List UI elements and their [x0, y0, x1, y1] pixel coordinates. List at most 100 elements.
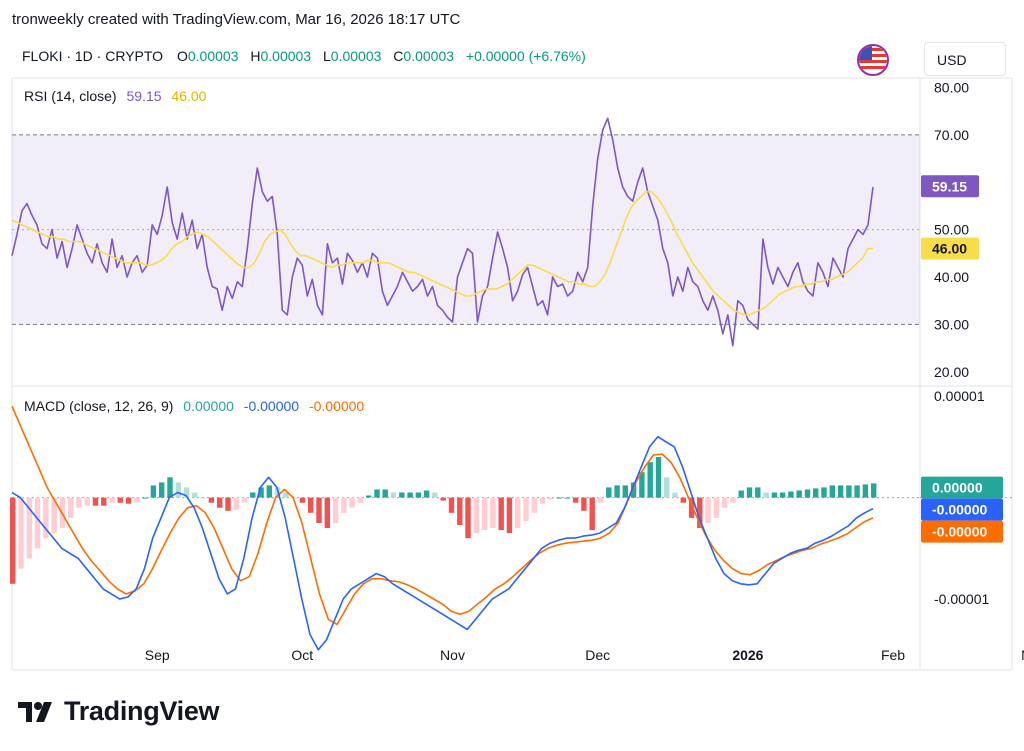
histogram-bar	[76, 497, 82, 508]
histogram-bar	[755, 487, 761, 498]
histogram-bar	[763, 492, 769, 498]
histogram-bar	[573, 497, 579, 503]
histogram-current-label-bg	[921, 476, 1003, 499]
histogram-bar	[779, 492, 786, 498]
histogram-bar	[266, 485, 272, 498]
low-value: 0.00003	[330, 48, 382, 64]
histogram-bar	[730, 497, 736, 503]
us-flag-icon[interactable]	[857, 44, 889, 76]
histogram-bar	[217, 497, 223, 508]
rsi-ma-legend-value: 46.00	[171, 88, 206, 104]
histogram-bar	[399, 492, 405, 498]
histogram-bar	[250, 492, 256, 498]
histogram-bar	[357, 497, 364, 503]
histogram-bar	[134, 497, 140, 503]
histogram-bar	[332, 497, 339, 523]
histogram-bar	[705, 497, 711, 523]
macd-y-tick: 0.00001	[934, 388, 985, 404]
rsi-current-label-text: 59.15	[932, 178, 967, 194]
histogram-bar	[142, 497, 148, 499]
chart-credit: tronweekly created with TradingView.com,…	[12, 11, 461, 28]
histogram-bar	[241, 497, 248, 503]
histogram-bar	[349, 497, 355, 508]
histogram-bar	[473, 497, 479, 534]
histogram-bar	[457, 497, 463, 525]
histogram-bar	[10, 497, 16, 584]
histogram-bar	[423, 490, 430, 498]
currency-selector[interactable]: USD	[924, 42, 1006, 76]
histogram-bar	[84, 497, 90, 506]
macd-legend: MACD (close, 12, 26, 9) 0.00000 -0.00000…	[24, 398, 364, 414]
histogram-bar	[43, 497, 49, 539]
histogram-bar	[771, 492, 778, 498]
histogram-bar	[796, 490, 802, 498]
rsi-pane: 80.00 70.00 50.00 40.00 30.00 20.00 59.15 46.00	[11, 79, 979, 380]
histogram-bar	[432, 492, 438, 498]
histogram-bar	[531, 497, 537, 513]
rsi-ma-current-label-bg	[921, 237, 979, 260]
macd-current-label-bg	[921, 498, 1003, 521]
histogram-bar	[647, 462, 653, 498]
high-label: H	[250, 48, 261, 64]
histogram-bar	[622, 485, 628, 498]
macd-current-label: -0.00000	[921, 498, 1003, 521]
x-tick-label: Dec	[585, 647, 610, 663]
x-tick-label: Nov	[440, 647, 465, 663]
low-label: L	[322, 48, 331, 64]
histogram-bar	[324, 497, 330, 528]
histogram-bar	[746, 487, 753, 498]
signal-legend-value: -0.00000	[309, 398, 364, 414]
histogram-bar	[175, 482, 181, 498]
close-value: 0.00003	[403, 48, 455, 64]
histogram-bar	[854, 485, 860, 498]
macd-legend-value: -0.00000	[244, 398, 299, 414]
histogram-bar	[846, 485, 852, 498]
histogram-bar	[308, 497, 314, 513]
histogram-bar	[539, 497, 546, 504]
histogram-bar	[258, 487, 264, 498]
histogram-bar	[688, 497, 695, 518]
histogram-bar	[366, 495, 372, 498]
histogram-bar	[697, 497, 703, 528]
histogram-bar	[51, 497, 57, 534]
histogram-bar	[788, 491, 794, 498]
x-tick-label: Sep	[145, 647, 170, 663]
histogram-bar	[639, 472, 645, 498]
change-value: +0.00000 (+6.76%)	[465, 48, 586, 64]
histogram-bar	[713, 497, 720, 518]
rsi-ma-current-label: 46.00	[921, 237, 979, 260]
histogram-bar	[672, 492, 678, 498]
histogram-bar	[208, 497, 215, 503]
histogram-bar	[581, 497, 587, 511]
histogram-bar	[655, 457, 662, 498]
histogram-bar	[92, 497, 99, 506]
signal-current-label-bg	[921, 520, 1003, 543]
histogram-bar	[515, 497, 521, 528]
rsi-y-tick: 40.00	[934, 269, 969, 285]
histogram-bar	[183, 487, 190, 498]
histogram-bar	[606, 487, 612, 498]
histogram-bar	[415, 492, 422, 498]
histogram-bar	[382, 489, 388, 498]
symbol-legend: FLOKI · 1D · CRYPTO O0.00003 H0.00003 L0…	[22, 48, 588, 64]
rsi-ma-line	[11, 190, 873, 316]
symbol-name[interactable]: FLOKI · 1D · CRYPTO	[22, 48, 164, 64]
histogram-bar	[465, 497, 471, 539]
histogram-bar	[159, 482, 165, 498]
histogram-bar	[440, 497, 446, 501]
rsi-legend: RSI (14, close) 59.15 46.00	[24, 88, 207, 104]
histogram-bar	[101, 497, 107, 506]
rsi-ma-current-label-text: 46.00	[932, 241, 967, 257]
rsi-current-label-bg	[921, 175, 979, 198]
rsi-current-label: 59.15	[921, 175, 979, 198]
x-tick-label: 2026	[732, 647, 763, 663]
histogram-bar	[68, 497, 74, 518]
histogram-bar	[225, 497, 231, 511]
histogram-bar	[589, 497, 595, 531]
histogram-bar	[829, 485, 835, 498]
histogram-bar	[837, 485, 844, 498]
histogram-bar	[813, 488, 819, 498]
histogram-bar	[283, 492, 289, 498]
open-label: O	[176, 48, 188, 64]
histogram-bar	[481, 497, 488, 531]
